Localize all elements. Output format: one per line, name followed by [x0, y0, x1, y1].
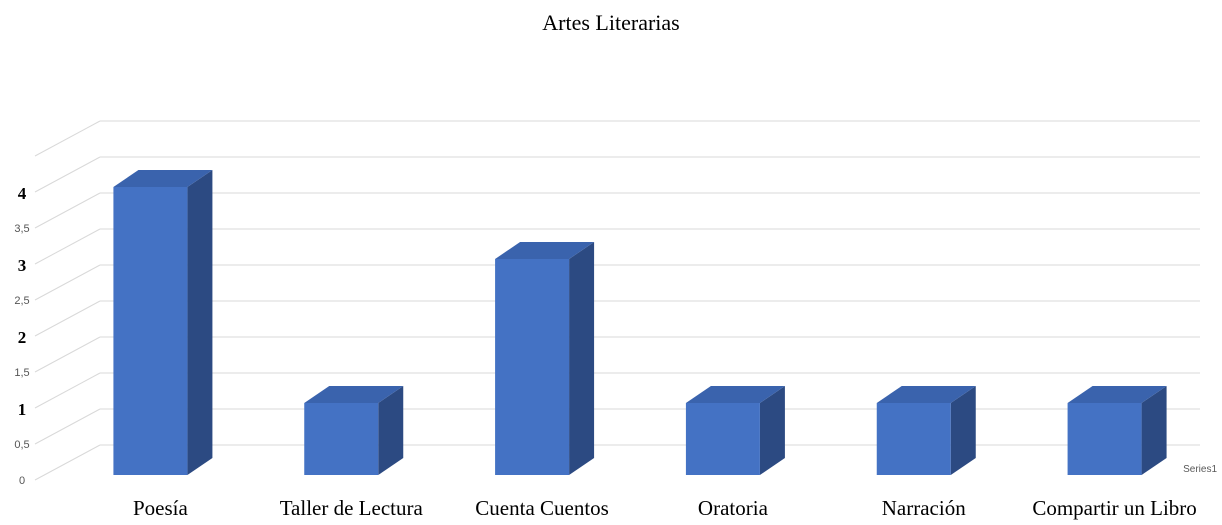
category-label: Narración: [882, 496, 966, 520]
bar-side: [759, 386, 785, 475]
bar: [876, 386, 976, 475]
chart-title: Artes Literarias: [542, 10, 679, 35]
bar-front: [304, 403, 379, 475]
category-label: Cuenta Cuentos: [475, 496, 609, 520]
bar-top: [304, 386, 404, 403]
bar-front: [876, 403, 951, 475]
bar-side: [187, 170, 213, 475]
bar: [495, 242, 595, 475]
y-tick-label: 2,5: [14, 295, 29, 307]
gridline-depth: [34, 228, 101, 265]
category-label: Taller de Lectura: [280, 496, 424, 520]
bar-top: [1067, 386, 1167, 403]
bar-side: [569, 242, 595, 475]
bar-front: [1067, 403, 1142, 475]
y-tick-label: 2: [18, 328, 27, 347]
y-tick-label: 4: [18, 184, 27, 203]
bar-top: [495, 242, 595, 259]
y-tick-label: 0: [19, 475, 25, 487]
y-tick-label: 3,5: [14, 223, 29, 235]
y-tick-label: 3: [18, 256, 27, 275]
gridline-depth: [34, 192, 101, 229]
bar: [1067, 386, 1167, 475]
bar-side: [950, 386, 976, 475]
y-tick-label: 1: [18, 400, 27, 419]
category-label: Poesía: [133, 496, 189, 520]
bar-side: [1141, 386, 1167, 475]
bar: [685, 386, 785, 475]
bar-top: [113, 170, 213, 187]
bar: [304, 386, 404, 475]
gridline-depth: [34, 372, 101, 409]
series-label: Series1: [1183, 464, 1217, 475]
bar-front: [113, 187, 188, 475]
bar-front: [495, 259, 570, 475]
category-label: Compartir un Libro: [1032, 496, 1196, 520]
bar-side: [378, 386, 404, 475]
y-axis-ticks: 0 0,5 1 1,5 2 2,5 3 3,5 4: [14, 184, 29, 487]
category-label: Oratoria: [698, 496, 769, 520]
gridline-depth: [34, 156, 101, 193]
gridline-depth: [34, 300, 101, 337]
bars: [113, 170, 1167, 475]
x-axis-labels: Poesía Taller de Lectura Cuenta Cuentos Ora…: [133, 496, 1197, 520]
gridline-depth: [34, 120, 101, 157]
gridline-depth: [34, 336, 101, 373]
bar: [113, 170, 213, 475]
gridlines: [34, 120, 1200, 481]
gridline-depth: [34, 444, 101, 481]
y-tick-label: 0,5: [14, 439, 29, 451]
bar-top: [685, 386, 785, 403]
bar-top: [876, 386, 976, 403]
gridline-depth: [34, 408, 101, 445]
gridline-depth: [34, 264, 101, 301]
bar-front: [685, 403, 760, 475]
y-tick-label: 1,5: [14, 367, 29, 379]
